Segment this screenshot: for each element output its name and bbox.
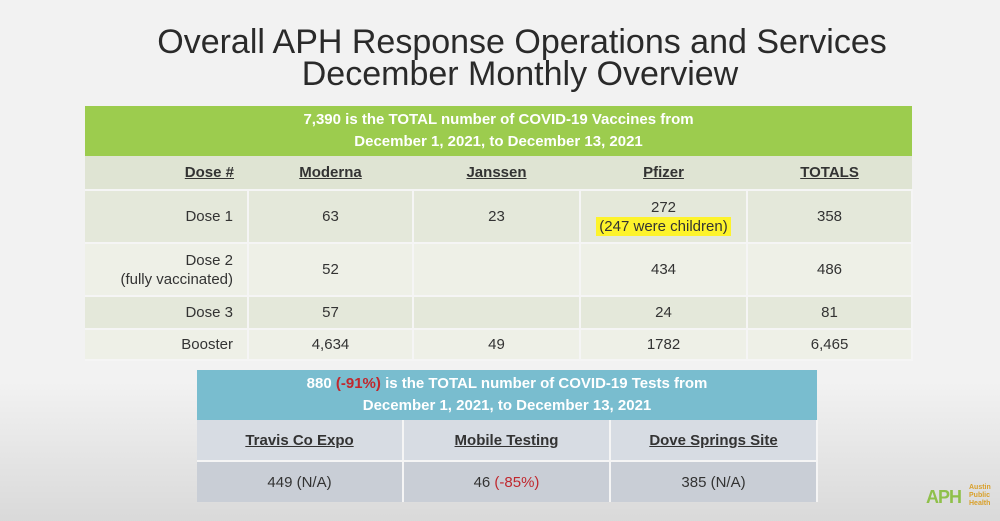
col-header-dose: Dose # <box>85 156 248 191</box>
tests-summary-line2: December 1, 2021, to December 13, 2021 <box>362 397 652 414</box>
tests-summary-line1: 880 (-91%) is the TOTAL number of COVID-… <box>197 373 817 395</box>
mobile-testing-value: 46 (-85%) <box>403 461 611 502</box>
dove-springs-value: 385 (N/A) <box>610 461 819 502</box>
logo-abbr: APH <box>926 487 962 507</box>
vaccines-summary-line1: 7,390 is the TOTAL number of COVID-19 Va… <box>303 111 694 128</box>
pfizer-value: 24 <box>580 296 748 330</box>
table-row: Dose 3 57 24 81 <box>85 296 914 330</box>
moderna-value: 52 <box>248 243 414 297</box>
travis-co-expo-value: 449 (N/A) <box>197 461 404 502</box>
total-value: 6,465 <box>747 329 914 361</box>
moderna-value: 4,634 <box>248 329 414 361</box>
vaccines-column-headers: Dose # Moderna Janssen Pfizer TOTALS <box>85 156 913 191</box>
table-row: 449 (N/A) 46 (-85%) 385 (N/A) <box>197 461 819 502</box>
tests-total-count: 880 <box>306 375 332 392</box>
logo-line2: Public <box>969 492 991 499</box>
table-row: Dose 1 63 23 272 (247 were children) 358 <box>85 190 914 244</box>
logo-text: Austin Public Health <box>969 484 991 508</box>
pfizer-value: 272 <box>650 198 677 216</box>
dose-label: Dose 2 <box>185 251 233 269</box>
dose-label: Booster <box>85 329 249 361</box>
page-title: Overall APH Response Operations and Serv… <box>157 23 887 61</box>
col-header-mobile-testing: Mobile Testing <box>403 420 611 462</box>
dose-label-cell: Dose 2 (fully vaccinated) <box>85 243 249 297</box>
moderna-value: 63 <box>248 190 414 244</box>
tests-table-header: 880 (-91%) is the TOTAL number of COVID-… <box>197 370 818 420</box>
janssen-value <box>413 296 581 330</box>
dose-label: Dose 3 <box>85 296 249 330</box>
test-count: 385 <box>681 473 707 491</box>
janssen-value: 23 <box>413 190 581 244</box>
vaccines-table-header: 7,390 is the TOTAL number of COVID-19 Va… <box>85 106 913 156</box>
col-header-moderna: Moderna <box>248 156 413 191</box>
vaccines-summary: 7,390 is the TOTAL number of COVID-19 Va… <box>85 106 913 156</box>
test-change: (N/A) <box>296 473 332 491</box>
pfizer-value: 434 <box>580 243 748 297</box>
total-value: 486 <box>747 243 914 297</box>
vaccines-summary-line2: December 1, 2021, to December 13, 2021 <box>354 133 643 150</box>
col-header-travis-co-expo: Travis Co Expo <box>197 420 404 462</box>
dose-label: Dose 1 <box>85 190 249 244</box>
austin-public-health-logo: APH Austin Public Health <box>926 484 996 516</box>
tests-total-change: (-91%) <box>335 375 381 392</box>
logo-line1: Austin <box>969 484 991 491</box>
table-row: Booster 4,634 49 1782 6,465 <box>85 329 914 361</box>
col-header-dove-springs: Dove Springs Site <box>610 420 819 462</box>
total-value: 81 <box>747 296 914 330</box>
dose-note: (fully vaccinated) <box>120 270 233 288</box>
tests-summary: 880 (-91%) is the TOTAL number of COVID-… <box>197 370 818 420</box>
tests-summary-text: is the TOTAL number of COVID-19 Tests fr… <box>385 375 708 392</box>
col-header-pfizer: Pfizer <box>580 156 747 191</box>
col-header-janssen: Janssen <box>413 156 580 191</box>
test-count: 46 <box>473 473 491 491</box>
tests-column-headers: Travis Co Expo Mobile Testing Dove Sprin… <box>197 420 819 462</box>
total-value: 358 <box>747 190 914 244</box>
test-count: 449 <box>267 473 293 491</box>
test-change: (-85%) <box>494 473 540 491</box>
pfizer-value: 1782 <box>580 329 748 361</box>
test-change: (N/A) <box>710 473 746 491</box>
logo-line3: Health <box>969 500 991 507</box>
moderna-value: 57 <box>248 296 414 330</box>
janssen-value <box>413 243 581 297</box>
vaccines-table: 7,390 is the TOTAL number of COVID-19 Va… <box>85 106 914 361</box>
col-header-totals: TOTALS <box>747 156 913 191</box>
page-subtitle: December Monthly Overview <box>301 55 739 93</box>
table-row: Dose 2 (fully vaccinated) 52 434 486 <box>85 243 914 297</box>
janssen-value: 49 <box>413 329 581 361</box>
tests-table: 880 (-91%) is the TOTAL number of COVID-… <box>197 370 819 502</box>
pfizer-cell: 272 (247 were children) <box>580 190 748 244</box>
children-note-highlight: (247 were children) <box>596 216 731 236</box>
